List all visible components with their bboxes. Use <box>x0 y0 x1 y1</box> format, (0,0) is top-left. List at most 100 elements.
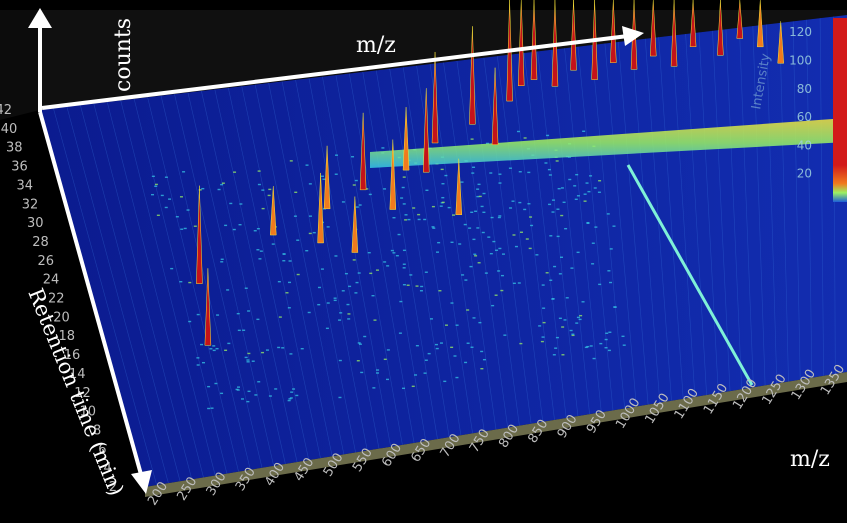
diagonal-trace <box>626 164 754 386</box>
signal-speckle <box>294 191 298 194</box>
signal-speckle <box>591 263 595 265</box>
signal-speckle <box>227 342 231 345</box>
signal-speckle <box>397 233 401 236</box>
signal-speckle <box>160 194 164 197</box>
signal-speckle <box>383 261 387 263</box>
signal-speckle <box>305 164 309 166</box>
signal-speckle <box>201 187 205 190</box>
floor-streak <box>685 33 707 396</box>
mz-top-label: m/z <box>356 33 396 58</box>
signal-speckle <box>179 281 183 283</box>
signal-speckle <box>589 175 593 177</box>
signal-speckle <box>553 265 557 268</box>
signal-speckle <box>182 171 186 173</box>
signal-speckle <box>604 347 608 349</box>
signal-speckle <box>164 176 168 178</box>
y-tick-label: 2 <box>109 480 117 495</box>
floor-streak <box>470 59 520 426</box>
signal-speckle <box>441 196 445 199</box>
signal-speckle <box>282 260 286 262</box>
floor-streak <box>792 21 801 380</box>
colorbar <box>833 18 847 202</box>
signal-speckle <box>481 231 485 234</box>
floor-streak <box>631 40 661 403</box>
signal-speckle <box>277 280 281 283</box>
peak-spike <box>736 0 744 39</box>
signal-speckle <box>482 192 486 195</box>
signal-speckle <box>257 183 261 186</box>
floor-streak <box>819 18 824 376</box>
floor-streak <box>268 83 345 455</box>
signal-speckle <box>352 184 356 186</box>
signal-speckle <box>551 199 555 201</box>
signal-speckle <box>570 267 574 269</box>
floor-streak <box>174 94 263 468</box>
signal-speckle <box>415 285 419 287</box>
signal-speckle <box>220 392 224 395</box>
peak-spike <box>517 0 525 86</box>
signal-speckle <box>386 349 390 351</box>
signal-speckle <box>571 333 575 335</box>
signal-speckle <box>285 292 289 294</box>
signal-speckle <box>578 318 582 321</box>
signal-speckle <box>354 292 358 294</box>
floor-streak <box>187 92 274 466</box>
signal-speckle <box>463 223 467 226</box>
signal-speckle <box>412 207 416 209</box>
signal-speckle <box>168 198 172 200</box>
signal-speckle <box>288 398 292 400</box>
signal-speckle <box>444 174 448 177</box>
signal-speckle <box>267 194 271 197</box>
signal-speckle <box>518 171 522 173</box>
colorbar-tick-label: 100 <box>789 53 812 67</box>
y-tick-label: 38 <box>6 141 23 156</box>
signal-speckle <box>471 172 475 174</box>
signal-speckle <box>239 203 243 205</box>
floor-streak <box>712 30 731 392</box>
signal-speckle <box>436 251 440 253</box>
signal-speckle <box>220 258 224 260</box>
floor-streak <box>308 78 380 449</box>
signal-speckle <box>535 254 539 256</box>
floor-streak <box>550 49 590 415</box>
signal-speckle <box>437 241 441 244</box>
signal-speckle <box>402 263 406 265</box>
signal-speckle <box>376 369 380 371</box>
peak-spike <box>269 186 277 236</box>
y-tick-label: 30 <box>27 216 44 231</box>
signal-speckle <box>582 130 586 132</box>
signal-speckle <box>597 191 601 193</box>
mz-bottom-label: m/z <box>790 447 830 472</box>
signal-speckle <box>244 287 248 289</box>
signal-speckle <box>257 381 261 383</box>
signal-speckle <box>541 284 545 286</box>
signal-speckle <box>476 188 480 190</box>
floor-streak <box>497 56 544 422</box>
signal-speckle <box>246 400 250 403</box>
signal-speckle <box>358 204 362 206</box>
signal-speckle <box>540 340 544 343</box>
signal-speckle <box>576 251 580 254</box>
signal-speckle <box>390 249 394 252</box>
y-tick-label: 42 <box>0 103 12 118</box>
signal-speckle <box>224 349 228 352</box>
signal-speckle <box>621 335 625 338</box>
signal-speckle <box>512 282 516 285</box>
signal-speckle <box>207 385 211 388</box>
signal-speckle <box>179 196 183 198</box>
peak-spike <box>455 158 463 215</box>
signal-speckle <box>598 283 602 286</box>
signal-speckle <box>599 342 603 345</box>
signal-speckle <box>613 306 617 308</box>
signal-speckle <box>404 214 408 216</box>
floor-streak <box>362 71 427 442</box>
signal-speckle <box>257 170 261 172</box>
signal-speckle <box>215 347 219 350</box>
signal-speckle <box>180 228 184 230</box>
signal-speckle <box>575 173 579 176</box>
signal-speckle <box>265 349 269 351</box>
signal-speckle <box>609 248 613 250</box>
signal-speckle <box>196 357 200 359</box>
signal-speckle <box>472 317 476 319</box>
floor-streak <box>349 73 415 443</box>
